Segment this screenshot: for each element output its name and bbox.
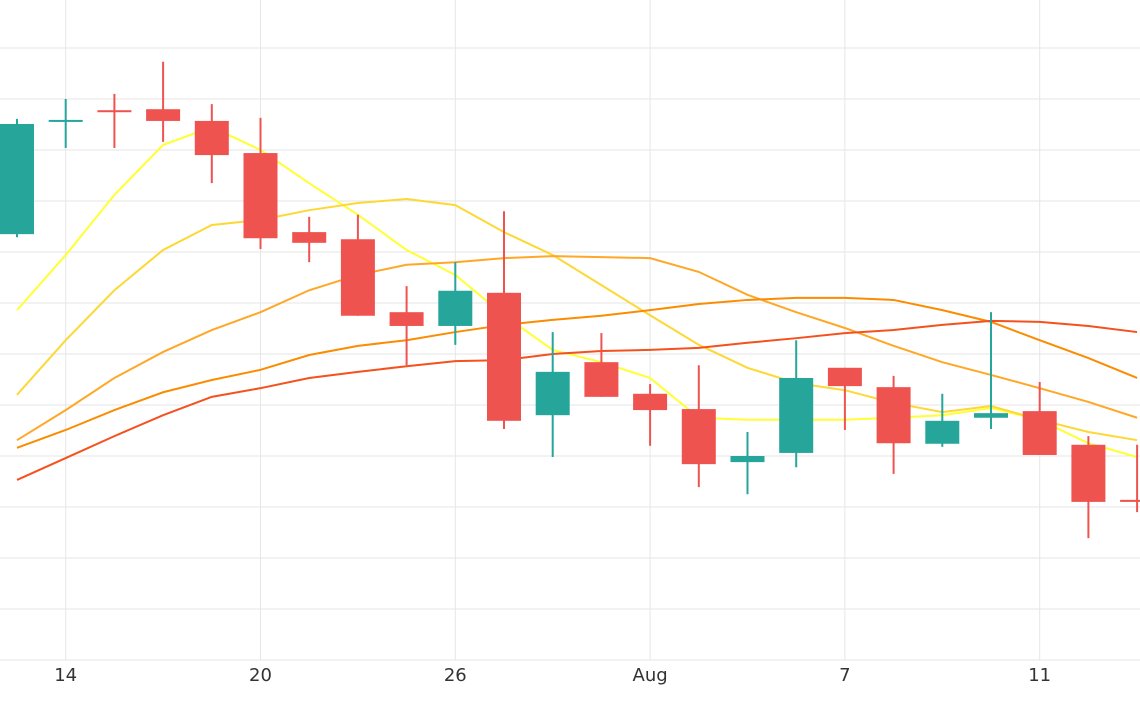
candle-body: [730, 456, 765, 463]
candle-body: [146, 109, 181, 121]
candle-body: [97, 110, 132, 113]
ma-line: [16, 197, 1138, 442]
candle-body: [876, 387, 911, 444]
candle-body: [1120, 499, 1140, 502]
x-axis: 14 20 26 Aug 7 11: [54, 665, 1051, 686]
x-tick-label: 14: [54, 665, 77, 686]
candle-body: [194, 120, 229, 156]
ma-line: [16, 319, 1138, 481]
candle-body: [779, 377, 814, 453]
x-tick-label: 20: [249, 665, 272, 686]
candle-body: [487, 292, 521, 421]
candle-body: [1071, 444, 1106, 502]
x-tick-label: 11: [1028, 665, 1051, 686]
candle-body: [243, 153, 278, 239]
candle-body: [633, 393, 668, 411]
x-tick-label: Aug: [633, 665, 668, 686]
candle-body: [292, 232, 327, 243]
candle-body: [584, 362, 619, 397]
x-tick-label: 26: [444, 665, 467, 686]
candle-body: [974, 413, 1008, 418]
candles: [0, 61, 1140, 539]
candle-body: [48, 119, 83, 122]
candle-body: [535, 371, 570, 416]
moving-averages: [16, 125, 1138, 481]
candle-body: [827, 367, 862, 387]
candle-body: [0, 123, 34, 235]
candle-body: [438, 290, 473, 326]
x-tick-label: 7: [839, 665, 850, 686]
candle-body: [340, 239, 375, 316]
ma-line: [16, 296, 1138, 449]
candle-body: [681, 409, 716, 465]
candle-body: [1022, 411, 1057, 455]
ma-line: [16, 255, 1138, 442]
candle-body: [925, 420, 960, 444]
grid: [0, 0, 1140, 661]
candle-body: [389, 312, 424, 326]
